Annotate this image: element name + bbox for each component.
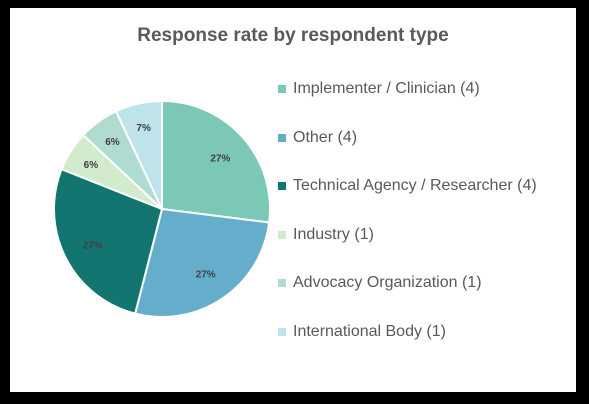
chart-card: Response rate by respondent type 27% 27% 2… (10, 8, 576, 392)
legend-item-other: Other (4) (278, 127, 357, 149)
chart-title: Response rate by respondent type (137, 25, 449, 46)
legend-label: Technical Agency / Researcher (4) (293, 177, 537, 194)
legend-item-industry: Industry (1) (278, 224, 374, 246)
legend-label: Industry (1) (293, 225, 374, 243)
legend-label: Other (4) (293, 128, 358, 146)
slice-label-implementer-clinician: 27% (210, 154, 230, 165)
slice-label-advocacy-organization: 6% (105, 137, 120, 148)
legend-label: Implementer / Clinician (4) (293, 80, 480, 97)
legend-label: International Body (1) (293, 322, 446, 340)
pie-slice-technical-agency-researcher (53, 167, 164, 315)
legend-swatch (278, 85, 286, 93)
pie-slice-other (133, 207, 271, 318)
legend-swatch (278, 182, 286, 190)
legend-swatch (278, 230, 286, 239)
legend-label: Advocacy Organization (1) (293, 274, 482, 291)
slice-label-other: 27% (196, 269, 216, 280)
legend-item-international-body: International Body (1) (278, 321, 446, 343)
legend-swatch (278, 279, 286, 287)
legend-item-implementer-clinician: Implementer / Clinician (4) (278, 78, 480, 100)
slice-label-international-body: 7% (136, 123, 151, 134)
slice-label-industry: 6% (84, 160, 99, 171)
legend-item-advocacy-organization: Advocacy Organization (1) (278, 272, 482, 294)
pie-slice-international-body (114, 99, 163, 210)
pie-slice-implementer-clinician (161, 99, 271, 224)
legend-swatch (278, 133, 286, 142)
slice-label-technical-agency-researcher: 27% (83, 240, 103, 251)
legend-swatch (278, 327, 286, 336)
pie-chart: 27% 27% 27% 6% 6% 7% (53, 99, 271, 318)
legend-item-technical-agency-researcher: Technical Agency / Researcher (4) (278, 175, 537, 197)
